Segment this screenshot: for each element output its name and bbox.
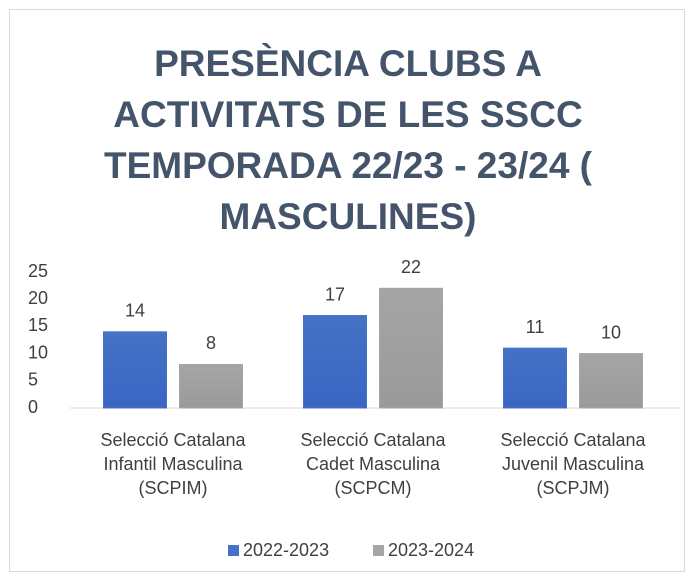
y-tick-label: 25: [28, 261, 48, 281]
bar: [303, 315, 367, 409]
legend-label: 2023-2024: [388, 540, 474, 560]
bar: [579, 353, 643, 409]
data-label: 14: [125, 301, 145, 321]
x-tick-label: Selecció Catalana Infantil Masculina (SC…: [100, 430, 246, 498]
y-tick-label: 0: [28, 397, 38, 417]
legend-swatch: [228, 545, 239, 556]
bar: [379, 287, 443, 409]
chart-title: PRESÈNCIA CLUBS A ACTIVITATS DE LES SSCC…: [103, 43, 592, 237]
bar: [103, 331, 167, 409]
data-label: 10: [601, 322, 621, 342]
legend-label: 2022-2023: [243, 540, 329, 560]
x-tick-label: Selecció Catalana Cadet Masculina (SCPCM…: [300, 430, 446, 498]
data-label: 11: [526, 317, 545, 337]
bar: [179, 363, 243, 409]
data-label: 17: [325, 284, 345, 304]
data-label: 8: [206, 333, 216, 353]
x-tick-label: Selecció Catalana Juvenil Masculina (SCP…: [500, 430, 646, 498]
bar: [503, 347, 567, 409]
chart-frame: [9, 9, 685, 572]
y-tick-label: 15: [28, 315, 48, 335]
y-tick-label: 5: [28, 370, 38, 390]
y-tick-label: 10: [28, 342, 48, 362]
legend-swatch: [373, 545, 384, 556]
y-tick-label: 20: [28, 288, 48, 308]
data-label: 22: [401, 257, 421, 277]
